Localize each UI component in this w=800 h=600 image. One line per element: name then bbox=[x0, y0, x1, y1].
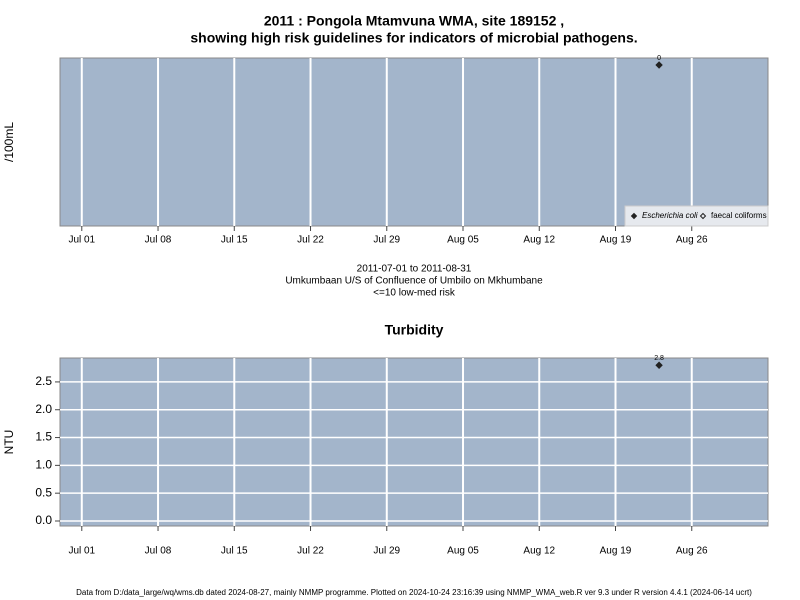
x-tick-label: Aug 19 bbox=[600, 546, 632, 557]
x-axis-label: Umkumbaan U/S of Confluence of Umbilo on… bbox=[285, 276, 543, 287]
chart-title: Turbidity bbox=[385, 322, 444, 338]
legend-box bbox=[624, 205, 769, 227]
x-tick-label: Aug 26 bbox=[676, 546, 708, 557]
footer: Data from D:/data_large/wq/wms.db dated … bbox=[76, 588, 752, 597]
x-tick-label: Jul 29 bbox=[373, 546, 400, 557]
legend-label: faecal coliforms bbox=[711, 211, 767, 220]
x-tick-label: Jul 08 bbox=[145, 235, 172, 246]
x-tick-label: Jul 01 bbox=[68, 235, 95, 246]
y-axis-label: NTU bbox=[2, 430, 16, 455]
x-tick-label: Jul 22 bbox=[297, 546, 324, 557]
y-tick-label: 1.0 bbox=[35, 458, 52, 472]
plot-area bbox=[59, 57, 769, 227]
x-tick-label: Jul 29 bbox=[373, 235, 400, 246]
y-tick-label: 2.0 bbox=[35, 402, 52, 416]
x-tick-label: Jul 15 bbox=[221, 546, 248, 557]
y-tick-label: 0.5 bbox=[35, 485, 52, 499]
x-tick-label: Aug 19 bbox=[600, 235, 632, 246]
legend-marker bbox=[630, 212, 638, 220]
data-point bbox=[655, 61, 663, 69]
data-label: 2.8 bbox=[654, 355, 664, 362]
data-point bbox=[655, 361, 663, 369]
data-label: 0 bbox=[657, 55, 661, 62]
x-tick-label: Aug 26 bbox=[676, 235, 708, 246]
x-tick-label: Aug 05 bbox=[447, 235, 479, 246]
x-tick-label: Jul 01 bbox=[68, 546, 95, 557]
x-axis-label: <=10 low-med risk bbox=[373, 288, 456, 299]
x-tick-label: Aug 12 bbox=[523, 546, 555, 557]
x-tick-label: Aug 05 bbox=[447, 546, 479, 557]
x-tick-label: Jul 08 bbox=[145, 546, 172, 557]
x-axis-label: 2011-07-01 to 2011-08-31 bbox=[357, 264, 472, 275]
chart-title: showing high risk guidelines for indicat… bbox=[190, 30, 637, 46]
chart-title: 2011 : Pongola Mtamvuna WMA, site 189152… bbox=[264, 13, 564, 29]
legend-marker bbox=[699, 212, 707, 220]
x-tick-label: Jul 15 bbox=[221, 235, 248, 246]
y-tick-label: 2.5 bbox=[35, 374, 52, 388]
x-tick-label: Aug 12 bbox=[523, 235, 555, 246]
x-tick-label: Jul 22 bbox=[297, 235, 324, 246]
y-axis-label: /100mL bbox=[2, 122, 16, 162]
plot-area bbox=[59, 357, 769, 527]
y-tick-label: 1.5 bbox=[35, 430, 52, 444]
y-tick-label: 0.0 bbox=[35, 513, 52, 527]
legend-label: Escherichia coli bbox=[642, 211, 698, 220]
